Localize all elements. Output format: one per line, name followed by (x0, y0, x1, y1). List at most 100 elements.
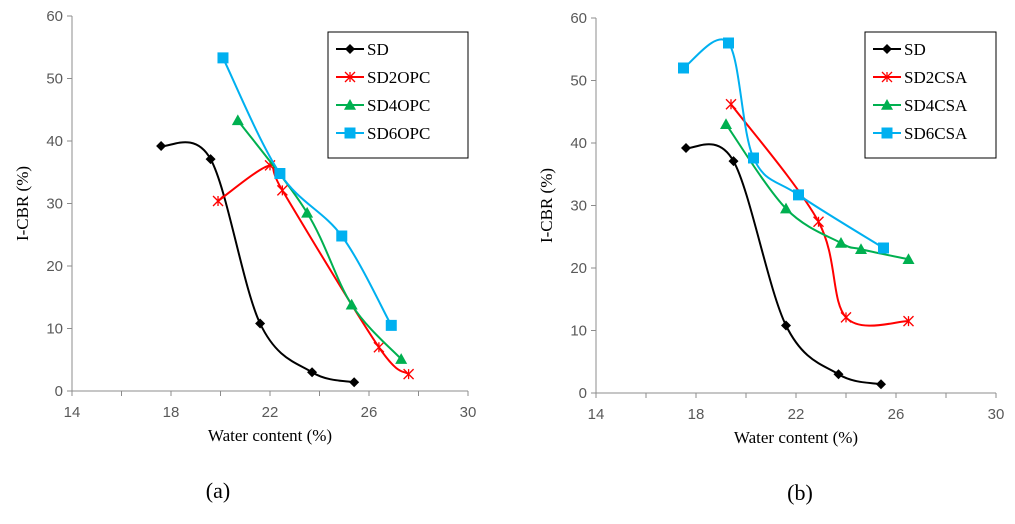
legend-label: SD4OPC (367, 96, 430, 115)
y-tick-label: 40 (570, 135, 587, 152)
data-point-sd2csa (813, 216, 824, 228)
legend-swatch-marker (881, 71, 893, 83)
x-tick-label: 30 (988, 406, 1005, 423)
x-tick-label: 14 (588, 406, 605, 423)
data-point-sd6csa (748, 152, 759, 164)
data-point-sd (307, 367, 318, 378)
legend-label: SD6CSA (904, 124, 968, 143)
data-point-sd2csa (840, 311, 852, 323)
legend: SD SD2OPC SD4OPC SD6OPC (327, 31, 469, 159)
x-axis-label: Water content (%) (208, 426, 332, 445)
data-point-sd2opc (276, 184, 288, 196)
series-sd6csa (678, 37, 889, 254)
legend-label: SD2OPC (367, 68, 430, 87)
data-point-sd6opc (385, 319, 397, 331)
x-tick-label: 22 (262, 404, 279, 421)
x-tick-label: 18 (688, 406, 705, 423)
y-axis-label: I-CBR (%) (537, 168, 556, 243)
series-sd4csa (720, 118, 915, 265)
x-tick-label: 18 (163, 404, 180, 421)
x-tick-label: 26 (361, 404, 378, 421)
series-sd (681, 143, 886, 390)
y-tick-label: 20 (46, 258, 63, 275)
data-point-sd (876, 379, 886, 390)
data-point-sd6opc (274, 168, 286, 179)
legend-label: SD2CSA (904, 68, 968, 87)
y-tick-label: 60 (570, 10, 587, 27)
y-tick-label: 60 (46, 8, 63, 25)
legend-label: SD6OPC (367, 124, 430, 143)
data-point-sd (205, 154, 216, 165)
y-tick-label: 10 (570, 323, 587, 340)
data-point-sd4csa (720, 118, 732, 130)
legend: SD SD2CSA SD4CSA SD6CSA (864, 31, 997, 159)
data-point-sd (833, 369, 844, 380)
y-tick-label: 50 (570, 73, 587, 90)
legend-label: SD (904, 40, 926, 59)
data-point-sd2opc (403, 368, 415, 380)
chart-panel-a: 0 10 20 30 40 50 60 14 18 22 26 30 Water content (%)… (13, 8, 476, 503)
series-sd4opc (231, 114, 408, 364)
series-line-sd4csa (725, 123, 909, 261)
data-point-sd4csa (855, 243, 867, 255)
panel-caption: (a) (206, 478, 230, 503)
x-tick-label: 14 (64, 404, 81, 421)
data-point-sd4opc (301, 206, 314, 218)
legend-swatch-marker (882, 44, 892, 54)
legend-swatch-marker (881, 99, 893, 110)
series-line-sd (160, 141, 355, 384)
series-line-sd6opc (222, 57, 393, 326)
legend-label: SD4CSA (904, 96, 968, 115)
data-point-sd6opc (217, 52, 229, 64)
chart-panel-b: 0 10 20 30 40 50 60 14 18 22 26 30 Water content (%)… (537, 10, 1004, 505)
data-point-sd (681, 143, 691, 153)
x-tick-label: 30 (460, 404, 477, 421)
y-tick-label: 0 (579, 385, 587, 402)
y-tick-label: 20 (570, 260, 587, 277)
data-point-sd4opc (231, 114, 244, 126)
series-sd (156, 141, 360, 388)
data-point-sd4opc (395, 353, 408, 364)
data-point-sd2csa (903, 315, 914, 327)
legend-swatch-marker (881, 127, 893, 139)
data-point-sd6csa (723, 37, 734, 49)
data-point-sd2opc (212, 195, 224, 207)
y-tick-label: 30 (570, 198, 587, 215)
data-point-sd6csa (793, 189, 804, 201)
x-axis-label: Water content (%) (734, 428, 858, 447)
series-sd2csa (725, 98, 914, 327)
y-tick-label: 40 (46, 133, 63, 150)
series-line-sd2csa (730, 103, 909, 327)
y-tick-label: 0 (55, 383, 63, 400)
data-point-sd4opc (345, 298, 358, 310)
data-point-sd (156, 141, 167, 151)
panel-caption: (b) (787, 480, 813, 505)
data-point-sd6csa (678, 62, 689, 74)
series-sd2opc (212, 159, 415, 380)
y-tick-label: 50 (46, 71, 63, 88)
legend-swatch-marker (344, 71, 356, 83)
x-tick-label: 26 (888, 406, 905, 423)
y-tick-label: 30 (46, 196, 63, 213)
data-point-sd6csa (878, 242, 889, 254)
data-point-sd (781, 320, 791, 331)
legend-swatch-marker (345, 44, 355, 54)
series-line-sd2opc (217, 163, 410, 375)
series-line-sd4opc (237, 119, 402, 360)
data-point-sd4csa (902, 253, 915, 265)
legend-swatch-marker (344, 127, 356, 139)
data-point-sd2csa (725, 98, 737, 110)
data-point-sd (255, 318, 266, 329)
data-point-sd4csa (780, 202, 792, 214)
legend-label: SD (367, 40, 389, 59)
legend-swatch-marker (344, 99, 356, 110)
x-tick-label: 22 (788, 406, 805, 423)
data-point-sd2opc (373, 341, 385, 353)
series-sd6opc (217, 52, 397, 331)
y-tick-label: 10 (46, 321, 63, 338)
series-line-sd (685, 143, 882, 386)
y-axis-label: I-CBR (%) (13, 166, 32, 241)
data-point-sd6opc (336, 230, 348, 242)
data-point-sd (728, 156, 739, 167)
